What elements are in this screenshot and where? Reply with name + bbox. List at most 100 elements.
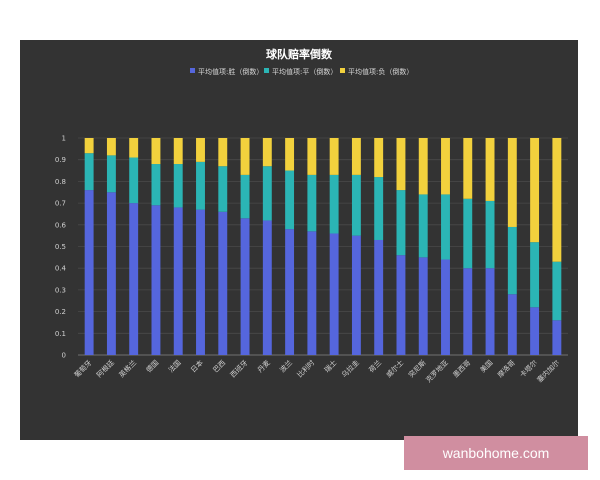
bar-segment <box>396 255 406 355</box>
bar-segment <box>173 164 183 208</box>
bar-segment <box>240 174 250 219</box>
legend-swatch <box>264 68 269 73</box>
bar-segment <box>552 138 562 262</box>
bar-segment <box>173 138 183 165</box>
bar-segment <box>507 226 517 295</box>
bar-segment <box>307 231 317 355</box>
bar-segment <box>285 229 295 355</box>
legend: 平均值项:胜（倒数） 平均值项:平（倒数） 平均值项:负（倒数） <box>190 67 413 76</box>
y-tick-label: 0.9 <box>55 156 66 164</box>
bar-segment <box>463 268 473 355</box>
bar-segment <box>240 218 250 355</box>
bar-segment <box>441 194 450 260</box>
x-category-label: 乌拉圭 <box>340 358 361 379</box>
legend-swatch <box>190 68 195 73</box>
x-category-label: 西班牙 <box>228 358 249 379</box>
stacked-bar-chart: 球队赔率倒数 平均值项:胜（倒数） 平均值项:平（倒数） 平均值项:负（倒数） 00… <box>55 47 568 384</box>
bar-segment <box>218 138 228 167</box>
bar-segment <box>485 268 495 355</box>
x-category-label: 法国 <box>166 358 182 374</box>
bar-segment <box>196 161 205 210</box>
bar-segment <box>418 138 428 195</box>
bar-segment <box>329 138 339 175</box>
bar-segment <box>552 261 562 321</box>
bar-segment <box>441 259 450 355</box>
x-category-label: 美国 <box>478 358 494 374</box>
bar-segment <box>307 174 317 232</box>
legend-swatch <box>340 68 345 73</box>
x-category-label: 摩洛哥 <box>496 358 517 379</box>
bar-segment <box>240 138 250 175</box>
bar-segment <box>530 242 540 308</box>
bar-segment <box>129 138 139 158</box>
bar-segment <box>374 138 384 178</box>
x-category-label: 丹麦 <box>255 358 271 374</box>
y-tick-label: 0.5 <box>55 243 66 251</box>
bar-segment <box>329 233 339 355</box>
bar-segment <box>374 239 384 355</box>
bar-segment <box>262 138 272 167</box>
bar-segment <box>262 220 272 355</box>
bar-segment <box>218 211 228 355</box>
bar-segment <box>106 138 116 156</box>
bar-segment <box>262 166 272 221</box>
bar-segment <box>418 257 428 355</box>
y-tick-label: 0.8 <box>55 178 66 186</box>
legend-label: 平均值项:负（倒数） <box>348 67 413 76</box>
bar-segment <box>530 307 540 355</box>
bar-segment <box>307 138 317 175</box>
bar-segment <box>351 235 361 355</box>
bar-segment <box>485 138 495 201</box>
y-tick-label: 0.7 <box>55 200 66 208</box>
bar-segment <box>329 174 339 234</box>
x-category-label: 比利时 <box>295 358 316 379</box>
bar-segment <box>106 155 116 193</box>
x-category-label: 德国 <box>144 358 160 374</box>
legend-label: 平均值项:胜（倒数） <box>198 67 263 76</box>
x-category-label: 塞内加尔 <box>535 358 561 384</box>
bar-segment <box>196 209 205 355</box>
y-tick-label: 0.6 <box>55 221 67 229</box>
watermark-banner: wanbohome.com <box>404 436 588 470</box>
bar-segment <box>441 138 450 195</box>
y-axis: 0 0.1 0.2 0.3 0.4 0.5 0.6 0.7 0.8 0.9 1 <box>55 135 67 360</box>
x-category-label: 日本 <box>189 358 205 374</box>
bar-segment <box>129 203 139 355</box>
bar-segment <box>129 157 139 204</box>
bar-segment <box>396 138 406 191</box>
bar-segment <box>396 190 406 256</box>
x-category-label: 卡塔尔 <box>518 358 539 379</box>
y-tick-label: 0 <box>62 352 66 360</box>
x-category-label: 英格兰 <box>117 358 138 379</box>
bar-segment <box>173 207 183 355</box>
bar-segment <box>351 138 361 175</box>
x-category-label: 克罗地亚 <box>424 358 450 384</box>
x-category-label: 荷兰 <box>367 358 383 374</box>
y-tick-label: 0.4 <box>55 265 67 273</box>
bar-segment <box>218 166 228 212</box>
bar-segment <box>84 153 94 191</box>
x-category-label: 墨西哥 <box>452 359 473 380</box>
x-category-label: 阿根廷 <box>95 358 116 379</box>
x-category-label: 瑞士 <box>322 358 338 374</box>
bar-segment <box>507 138 517 227</box>
bar-segment <box>84 190 94 355</box>
y-tick-label: 0.3 <box>55 286 66 294</box>
legend-label: 平均值项:平（倒数） <box>272 67 337 76</box>
x-category-label: 威尔士 <box>384 358 405 379</box>
bar-segment <box>285 170 295 230</box>
bar-segment <box>530 138 540 243</box>
x-category-label: 葡萄牙 <box>72 358 93 379</box>
bar-segment <box>151 205 161 355</box>
bar-segment <box>151 164 161 206</box>
bar-segment <box>106 192 116 355</box>
x-category-label: 波兰 <box>278 358 294 374</box>
y-tick-label: 0.1 <box>55 330 66 338</box>
x-axis: 葡萄牙 阿根廷 英格兰 德国 法国 日本 巴西 西班牙 丹麦 波兰 比利时 瑞士 乌拉圭 荷兰 威尔士 突尼斯… <box>72 358 561 384</box>
x-category-label: 巴西 <box>212 359 228 375</box>
y-tick-label: 1 <box>62 135 66 143</box>
bar-segment <box>507 294 517 355</box>
bar-segment <box>151 138 161 165</box>
bar-segment <box>374 177 384 240</box>
